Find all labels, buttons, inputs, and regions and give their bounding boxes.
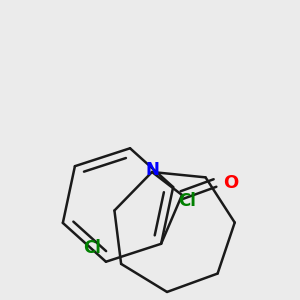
Text: O: O	[223, 174, 238, 192]
Text: Cl: Cl	[178, 192, 196, 210]
Text: N: N	[145, 161, 159, 179]
Text: Cl: Cl	[83, 239, 101, 257]
